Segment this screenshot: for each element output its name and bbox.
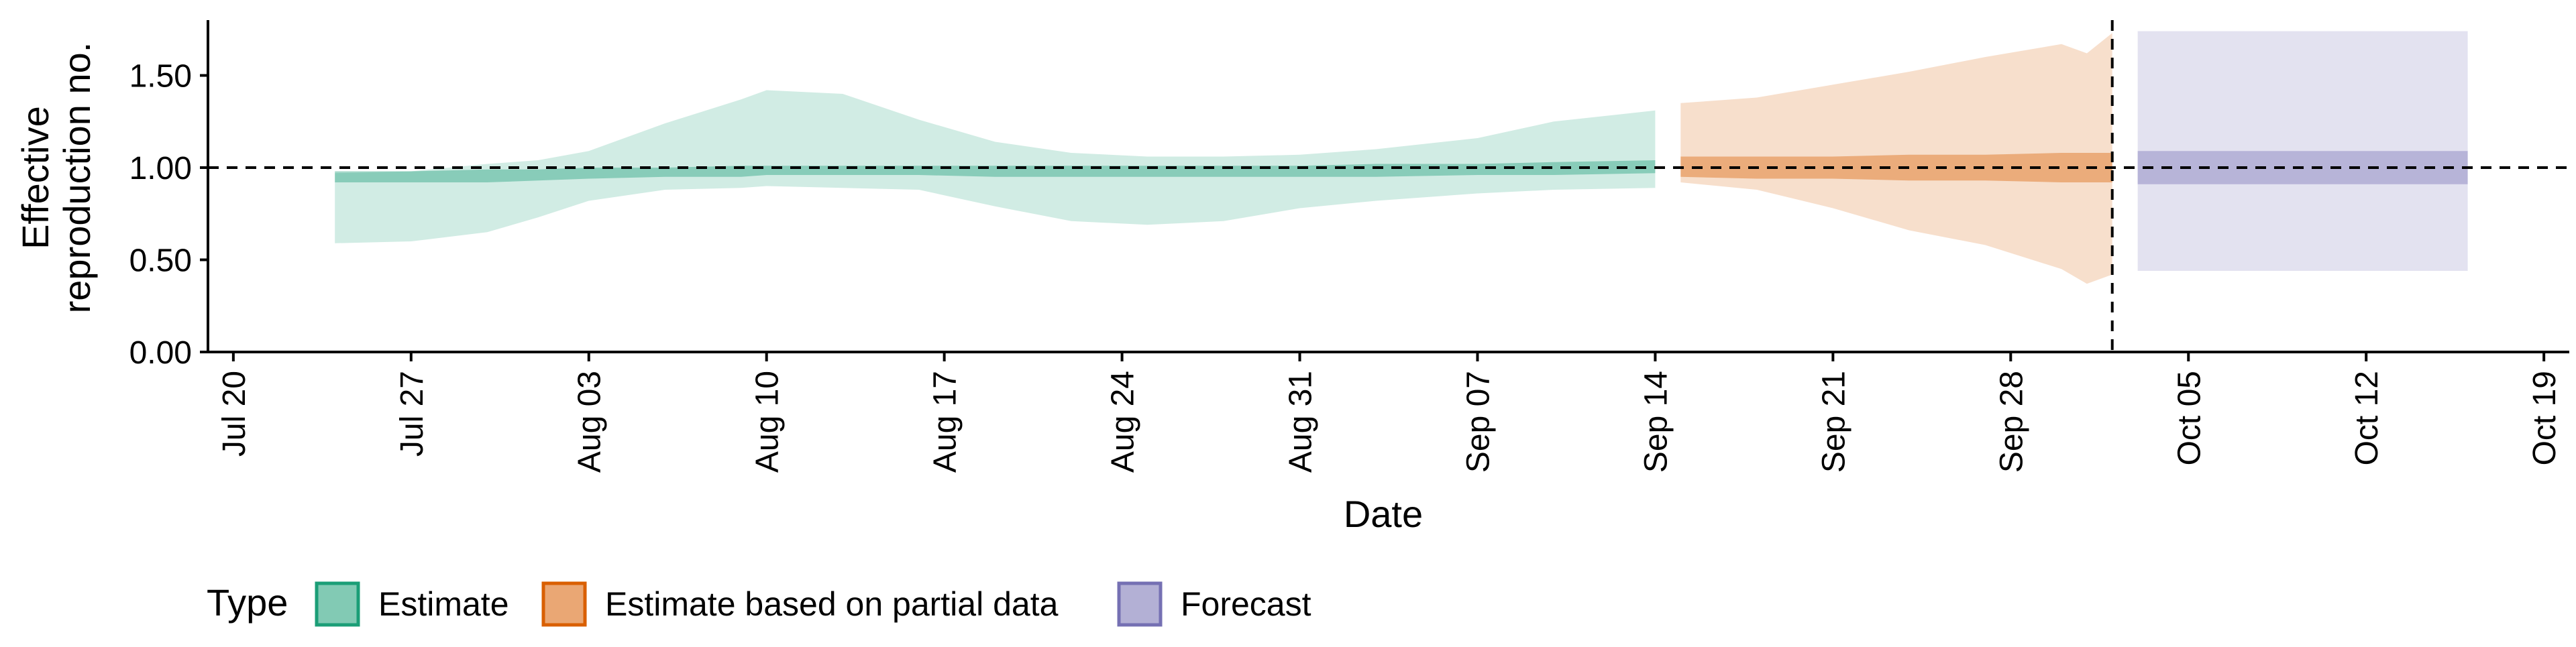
band-90-estimate-based-on-partial-data bbox=[1680, 33, 2112, 284]
x-tick-label: Oct 05 bbox=[2171, 371, 2207, 465]
x-tick-label: Oct 19 bbox=[2527, 371, 2563, 465]
legend-key-estimate-based-on-partial-data bbox=[541, 581, 587, 627]
y-axis-title-line-1: Effective bbox=[14, 106, 56, 249]
legend: Type Estimate Estimate based on partial d… bbox=[207, 581, 1311, 627]
y-tick-label: 0.00 bbox=[129, 335, 192, 371]
x-tick-label: Sep 21 bbox=[1816, 371, 1851, 473]
x-tick-label: Oct 12 bbox=[2349, 371, 2385, 465]
y-tick-label: 1.50 bbox=[129, 59, 192, 95]
x-tick-label: Jul 20 bbox=[217, 371, 252, 457]
band-90-estimate bbox=[335, 90, 1656, 243]
y-axis-title-line-2: reproduction no. bbox=[56, 42, 98, 314]
x-tick-label: Aug 03 bbox=[572, 371, 608, 473]
ribbon-layer bbox=[335, 31, 2468, 284]
x-tick-label: Jul 27 bbox=[394, 371, 430, 457]
y-tick-label: 1.00 bbox=[129, 151, 192, 186]
x-tick-label: Aug 24 bbox=[1106, 371, 1141, 473]
legend-label-forecast: Forecast bbox=[1181, 585, 1311, 623]
band-50-estimate-based-on-partial-data bbox=[1680, 153, 2112, 182]
x-tick-label: Sep 07 bbox=[1461, 371, 1497, 473]
legend-key-forecast bbox=[1117, 581, 1163, 627]
x-tick-label: Aug 17 bbox=[928, 371, 963, 473]
y-tick-label: 0.50 bbox=[129, 243, 192, 279]
band-50-estimate bbox=[335, 160, 1656, 182]
band-90-forecast bbox=[2137, 31, 2468, 271]
x-tick-label: Aug 31 bbox=[1283, 371, 1319, 473]
x-tick-label: Sep 28 bbox=[1994, 371, 2029, 473]
x-tick-label: Aug 10 bbox=[750, 371, 786, 473]
legend-key-estimate bbox=[315, 581, 360, 627]
legend-title: Type bbox=[207, 581, 288, 624]
legend-label-estimate-based-on-partial-data: Estimate based on partial data bbox=[605, 585, 1059, 623]
x-axis-title: Date bbox=[1344, 493, 1423, 535]
axes-layer: 0.00 0.50 1.00 1.50 Jul 20 Jul 27 Aug 03 Aug 10… bbox=[129, 20, 2569, 473]
x-tick-label: Sep 14 bbox=[1638, 371, 1674, 473]
axis-titles: Effective reproduction no. Date bbox=[14, 42, 1423, 535]
legend-label-estimate: Estimate bbox=[378, 585, 509, 623]
